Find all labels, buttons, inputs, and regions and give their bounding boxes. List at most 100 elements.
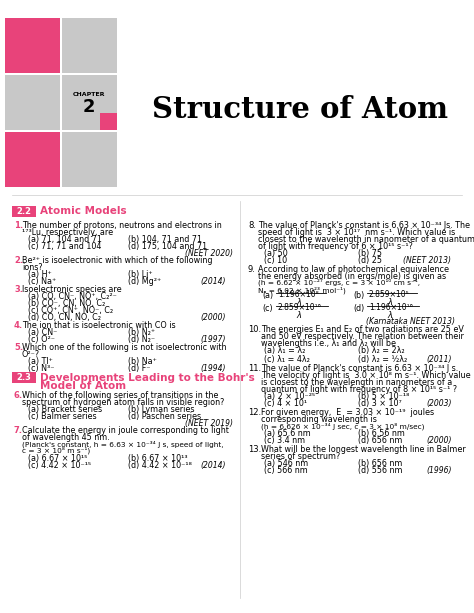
Text: (d) Paschen series: (d) Paschen series	[128, 412, 201, 421]
Text: Nₐ = 6.02 × 10²³ mol⁻¹): Nₐ = 6.02 × 10²³ mol⁻¹)	[258, 286, 346, 294]
Text: (NEET 2019): (NEET 2019)	[185, 419, 233, 428]
Text: Atomic Models: Atomic Models	[40, 207, 127, 216]
Text: (d) 4.42 × 10⁻¹⁸: (d) 4.42 × 10⁻¹⁸	[128, 461, 192, 470]
Text: Calculate the energy in joule corresponding to light: Calculate the energy in joule correspond…	[22, 426, 229, 435]
Text: Model of Atom: Model of Atom	[40, 381, 126, 391]
Text: (c) Balmer series: (c) Balmer series	[28, 412, 97, 421]
Text: wavelengths i.e., λ₁ and λ₂ will be: wavelengths i.e., λ₁ and λ₂ will be	[261, 339, 396, 348]
Bar	[5, 75, 60, 130]
Text: (2000): (2000)	[200, 313, 226, 322]
Text: (h = 6.62 × 10⁻²⁷ ergs, c = 3 × 10¹⁰ cm s⁻¹,: (h = 6.62 × 10⁻²⁷ ergs, c = 3 × 10¹⁰ cm …	[258, 279, 420, 286]
Text: ions?: ions?	[22, 263, 43, 272]
Bar	[62, 132, 117, 187]
Text: (d) 656 nm: (d) 656 nm	[358, 436, 402, 445]
Text: (d) N₂⁻: (d) N₂⁻	[128, 335, 155, 344]
Text: (b) Li⁺: (b) Li⁺	[128, 270, 153, 279]
Text: (a) H⁺: (a) H⁺	[28, 270, 52, 279]
Text: (d) F⁻: (d) F⁻	[128, 364, 151, 373]
Text: (a) 2 × 10⁻²⁵: (a) 2 × 10⁻²⁵	[264, 392, 315, 401]
Text: λ: λ	[296, 298, 301, 307]
Text: (c) λ₁ = 4λ₂: (c) λ₁ = 4λ₂	[264, 355, 310, 364]
Text: CHAPTER: CHAPTER	[73, 93, 105, 97]
Text: (a) 50: (a) 50	[264, 249, 288, 258]
Text: c = 3 × 10⁸ m s⁻¹): c = 3 × 10⁸ m s⁻¹)	[22, 447, 90, 454]
Text: (b) N₂⁺: (b) N₂⁺	[128, 328, 155, 337]
Text: (d): (d)	[353, 304, 364, 313]
Text: (c): (c)	[262, 304, 273, 313]
Text: (b) 6.67 × 10¹³: (b) 6.67 × 10¹³	[128, 454, 188, 463]
Text: (1996): (1996)	[426, 466, 452, 475]
Text: 1.196×10⁸: 1.196×10⁸	[278, 290, 319, 299]
Text: Be²⁺ is isoelectronic with which of the following: Be²⁺ is isoelectronic with which of the …	[22, 256, 212, 265]
Text: ¹⁷³Lu, respectively, are: ¹⁷³Lu, respectively, are	[22, 228, 113, 237]
Text: 11.: 11.	[248, 364, 261, 373]
Text: series of spectrum?: series of spectrum?	[261, 452, 340, 461]
Text: is closest to the wavelength in nanometers of a: is closest to the wavelength in nanomete…	[261, 378, 452, 387]
Text: O²⁻?: O²⁻?	[22, 350, 40, 359]
Text: (a) 65.6 nm: (a) 65.6 nm	[264, 429, 311, 438]
Text: (c) Na⁺: (c) Na⁺	[28, 277, 56, 286]
Text: (c) 566 nm: (c) 566 nm	[264, 466, 308, 475]
Text: (d) Mg²⁺: (d) Mg²⁺	[128, 277, 161, 286]
Text: corresponding wavelength is: corresponding wavelength is	[261, 415, 377, 424]
Text: The value of Planck's constant is 6.63 × 10⁻³⁴ Js. The: The value of Planck's constant is 6.63 ×…	[258, 221, 470, 230]
Text: (b) 656 nm: (b) 656 nm	[358, 459, 402, 468]
Text: 8.: 8.	[248, 221, 256, 230]
Text: 10.: 10.	[248, 325, 261, 334]
Text: (a) λ₁ = λ₂: (a) λ₁ = λ₂	[264, 346, 305, 355]
Text: (1994): (1994)	[200, 364, 226, 373]
Text: (c) 4.42 × 10⁻¹⁵: (c) 4.42 × 10⁻¹⁵	[28, 461, 91, 470]
Text: (c) N³⁻: (c) N³⁻	[28, 364, 55, 373]
Text: The energies E₁ and E₂ of two radiations are 25 eV: The energies E₁ and E₂ of two radiations…	[261, 325, 464, 334]
Text: (NEET 2013): (NEET 2013)	[403, 256, 451, 265]
Text: 1.196×10¹⁶: 1.196×10¹⁶	[369, 303, 413, 312]
Text: of light with frequency of 6 × 10¹⁵ s⁻¹?: of light with frequency of 6 × 10¹⁵ s⁻¹?	[258, 242, 413, 251]
Text: What will be the longest wavelength line in Balmer: What will be the longest wavelength line…	[261, 445, 466, 454]
Text: (2003): (2003)	[426, 399, 452, 408]
Bar	[5, 132, 60, 187]
Text: 7.: 7.	[14, 426, 23, 435]
Text: 9.: 9.	[248, 265, 256, 274]
Bar	[5, 18, 60, 73]
Text: (2000): (2000)	[426, 436, 452, 445]
Text: Developments Leading to the Bohr's: Developments Leading to the Bohr's	[40, 373, 255, 383]
Text: 2: 2	[83, 98, 95, 116]
Text: 6.: 6.	[14, 391, 23, 400]
Text: (b) Na⁺: (b) Na⁺	[128, 357, 157, 366]
Text: quantum of light with frequency of 8 × 10¹⁵ s⁻¹ ?: quantum of light with frequency of 8 × 1…	[261, 385, 457, 394]
Bar	[62, 18, 117, 73]
Text: (a) Tl⁺: (a) Tl⁺	[28, 357, 53, 366]
Text: (h = 6.626 × 10⁻³⁴ J sec, c = 3 × 10⁸ m/sec): (h = 6.626 × 10⁻³⁴ J sec, c = 3 × 10⁸ m/…	[261, 422, 425, 430]
Text: (b) 5 × 10⁻¹⁸: (b) 5 × 10⁻¹⁸	[358, 392, 410, 401]
Text: (b) CO⁻, CN, NO, C₂: (b) CO⁻, CN, NO, C₂	[28, 299, 105, 308]
Text: and 50 eV respectively. The relation between their: and 50 eV respectively. The relation bet…	[261, 332, 464, 341]
Text: (2014): (2014)	[200, 277, 226, 286]
Text: (a): (a)	[262, 291, 273, 300]
Text: 5.: 5.	[14, 343, 23, 352]
Text: 2.3: 2.3	[17, 373, 31, 382]
Text: Isoelectronic species are: Isoelectronic species are	[22, 285, 122, 294]
Text: The ion that is isoelectronic with CO is: The ion that is isoelectronic with CO is	[22, 321, 176, 330]
Text: spectrum of hydrogen atom falls in visible region?: spectrum of hydrogen atom falls in visib…	[22, 398, 224, 407]
Text: (c) CO⁺, CN⁺, NO⁻, C₂: (c) CO⁺, CN⁺, NO⁻, C₂	[28, 306, 113, 315]
Text: (b) 104, 71 and 71: (b) 104, 71 and 71	[128, 235, 202, 244]
Text: (c) 4 × 10¹: (c) 4 × 10¹	[264, 399, 307, 408]
Text: (1997): (1997)	[200, 335, 226, 344]
Text: 4.: 4.	[14, 321, 23, 330]
Text: (a) 71, 104 and 71: (a) 71, 104 and 71	[28, 235, 102, 244]
Text: (c) O²⁻: (c) O²⁻	[28, 335, 55, 344]
Text: (d) 25: (d) 25	[358, 256, 382, 265]
Text: (Planck's constant, h = 6.63 × 10⁻³⁴ J s, speed of light,: (Planck's constant, h = 6.63 × 10⁻³⁴ J s…	[22, 440, 224, 447]
Text: (a) Brackett series: (a) Brackett series	[28, 405, 102, 414]
Text: The number of protons, neutrons and electrons in: The number of protons, neutrons and elec…	[22, 221, 222, 230]
Text: of wavelength 45 nm.: of wavelength 45 nm.	[22, 433, 110, 442]
Bar	[100, 113, 117, 130]
Text: (b): (b)	[353, 291, 364, 300]
Text: (a) 546 nm: (a) 546 nm	[264, 459, 308, 468]
Text: (NEET 2020): (NEET 2020)	[185, 249, 233, 258]
Bar	[12, 206, 36, 217]
Text: (a) CO, CN⁻, NO⁺, C₂²⁻: (a) CO, CN⁻, NO⁺, C₂²⁻	[28, 292, 117, 301]
Text: The velocity of light is  3.0 × 10⁸ m s⁻¹. Which value: The velocity of light is 3.0 × 10⁸ m s⁻¹…	[261, 371, 471, 380]
Text: (c) 3.4 nm: (c) 3.4 nm	[264, 436, 305, 445]
Text: 3.: 3.	[14, 285, 23, 294]
